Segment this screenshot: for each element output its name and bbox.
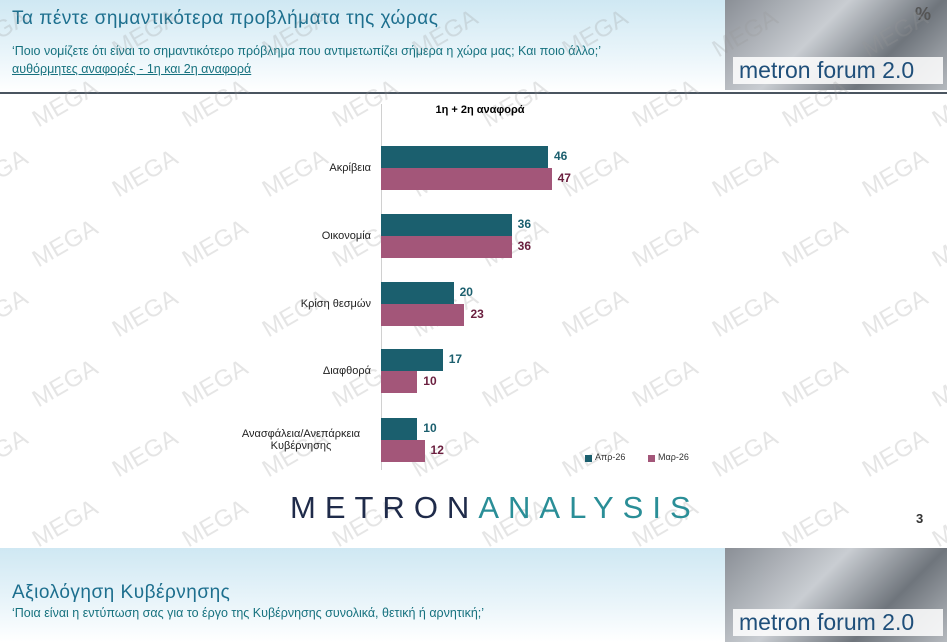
chart: 1η + 2η αναφορά Ακρίβεια 46 47 Οικονομία 36 3… (241, 104, 689, 470)
value-label: 23 (470, 307, 484, 321)
logo: % metron forum 2.0 (725, 0, 947, 90)
legend-swatch (648, 455, 655, 462)
footer-brand: METRONANALYSIS (290, 490, 700, 526)
category-label: Οικονομία (321, 230, 371, 242)
chart-subtitle: 1η + 2η αναφορά (435, 104, 525, 116)
bar (381, 440, 425, 462)
bar (381, 168, 552, 190)
value-label: 12 (430, 443, 444, 457)
value-label: 46 (553, 149, 568, 163)
value-label: 47 (557, 171, 571, 185)
logo-text: metron forum 2.0 (733, 609, 943, 636)
category-label: Ακρίβεια (329, 162, 371, 174)
legend-label: Απρ-26 (595, 452, 626, 462)
bar (381, 304, 465, 326)
legend-swatch (585, 455, 592, 462)
brand-part: ANALYSIS (478, 490, 700, 525)
slide-title: Τα πέντε σημαντικότερα προβλήματα της χώ… (12, 8, 439, 29)
legend-label: Μαρ-26 (658, 452, 689, 462)
bar (381, 371, 418, 393)
next-subtitle: ‘Ποια είναι η εντύπωση σας για το έργο τ… (12, 606, 485, 620)
bar (381, 236, 512, 258)
bar (381, 146, 548, 168)
next-title: Αξιολόγηση Κυβέρνησης (12, 582, 231, 603)
value-label: 10 (423, 374, 437, 388)
value-label: 36 (517, 217, 532, 231)
page-number: 3 (916, 511, 924, 526)
logo-text: metron forum 2.0 (733, 57, 943, 84)
bar (381, 282, 454, 304)
bar (381, 418, 418, 440)
slide-subtitle: ‘Ποιο νομίζετε ότι είναι το σημαντικότερ… (12, 44, 602, 58)
bar (381, 214, 512, 236)
category-label: Κρίση θεσμών (300, 298, 371, 310)
value-label: 20 (459, 285, 473, 299)
brand-part: METRON (290, 490, 479, 525)
logo: metron forum 2.0 (725, 548, 947, 642)
value-label: 17 (448, 352, 463, 366)
logo-symbol: % (914, 4, 931, 24)
slide-note: αυθόρμητες αναφορές - 1η και 2η αναφορά (12, 62, 252, 76)
value-label: 10 (423, 421, 437, 435)
category-label: Διαφθορά (322, 365, 371, 377)
value-label: 36 (517, 239, 532, 253)
bar (381, 349, 443, 371)
category-label: Ανασφάλεια/Ανεπάρκεια Κυβέρνησης (241, 428, 361, 452)
